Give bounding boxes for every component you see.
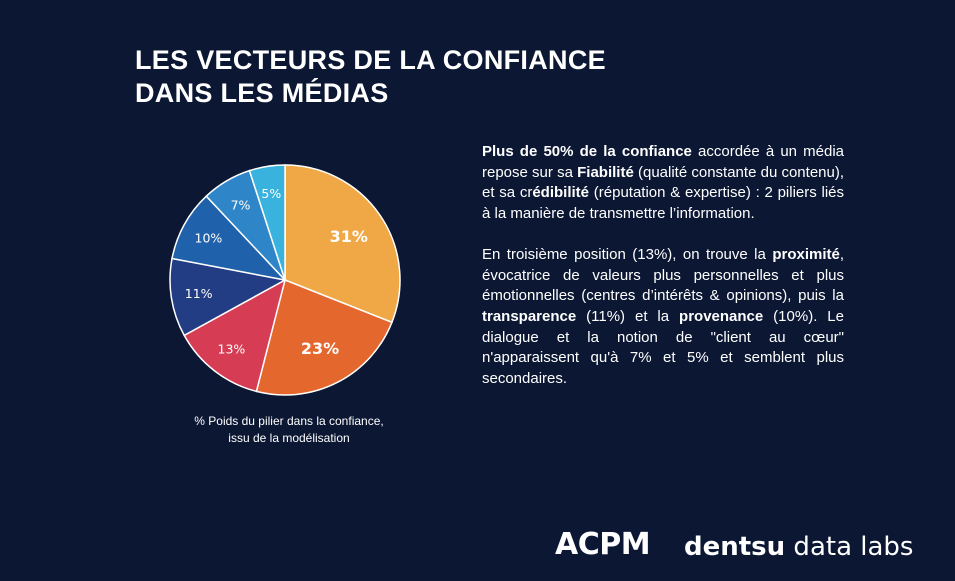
pie-slice	[284, 164, 401, 324]
p1-bold-2: Fiabilité	[577, 163, 634, 181]
dentsu-data-labs-logo: dentsu data labs	[684, 530, 913, 564]
dentsu-logo-bold: dentsu	[684, 532, 786, 562]
pie-slice-label: 7%	[231, 197, 251, 212]
pie-slice	[255, 278, 393, 396]
dentsu-logo-rest: data labs	[785, 532, 914, 562]
description-text: Plus de 50% de la confiance accordée à u…	[482, 142, 844, 410]
pie-slice	[171, 195, 288, 282]
page-title: LES VECTEURS DE LA CONFIANCE DANS LES MÉ…	[135, 44, 606, 110]
pie-slice-label: 13%	[218, 342, 246, 357]
pie-chart: 31% 23% 13% 11% 10% 7% 5%	[169, 164, 401, 396]
pie-slice-label: 23%	[301, 339, 339, 358]
p1-text-2: (qualité constante du contenu), et sa cr	[482, 163, 845, 202]
title-line-2: DANS LES MÉDIAS	[135, 78, 389, 108]
caption-line-1: % Poids du pilier dans la confiance,	[194, 414, 384, 428]
pie-slice	[248, 164, 286, 281]
p1-text-3: (réputation & expertise) : 2 piliers lié…	[482, 184, 844, 223]
p2-text-4: (10%). Le dialogue et la notion de "clie…	[482, 307, 844, 388]
caption-line-2: issu de la modélisation	[228, 431, 350, 445]
pie-slice-label: 5%	[261, 186, 281, 201]
p2-text-1: En troisième position (13%), on trouve l…	[482, 245, 773, 263]
p2-text-2: , évocatrice de valeurs plus personnelle…	[482, 245, 844, 305]
p2-bold-2: transparence	[482, 307, 577, 325]
pie-slice-label: 10%	[195, 230, 223, 245]
p1-bold-1: Plus de 50% de la confiance	[482, 143, 692, 160]
pie-slice-label: 11%	[185, 286, 213, 301]
pie-slice-label: 31%	[330, 227, 368, 246]
p2-bold-3: provenance	[679, 307, 764, 325]
acpm-logo: ACPM	[555, 527, 651, 562]
p1-bold-3: édibilité	[532, 184, 590, 202]
title-line-1: LES VECTEURS DE LA CONFIANCE	[135, 45, 606, 75]
pie-slice	[169, 257, 288, 337]
chart-caption: % Poids du pilier dans la confiance, iss…	[160, 413, 418, 447]
p1-text-1: accordée à un média repose sur sa	[482, 143, 844, 181]
pie-slice	[183, 278, 287, 393]
paragraph-2: En troisième position (13%), on trouve l…	[482, 245, 844, 390]
p2-bold-1: proximité	[772, 245, 840, 263]
paragraph-1: Plus de 50% de la confiance accordée à u…	[482, 142, 844, 225]
p2-text-3: (11%) et la	[576, 307, 680, 325]
